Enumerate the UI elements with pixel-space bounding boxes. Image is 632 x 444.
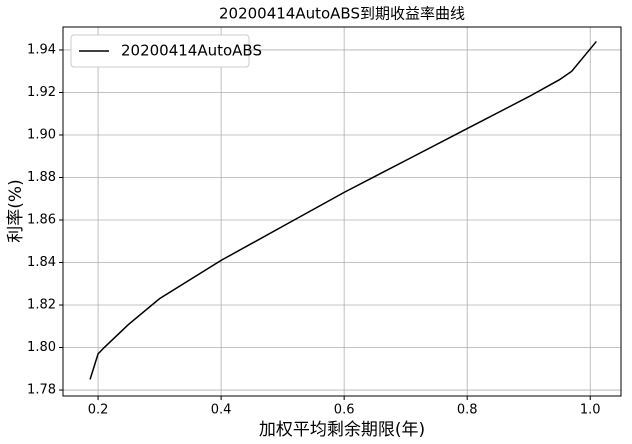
y-tick-label: 1.88 bbox=[27, 170, 56, 185]
y-tick-label: 1.78 bbox=[27, 383, 56, 398]
y-tick-label: 1.82 bbox=[27, 298, 56, 313]
x-tick-label: 0.6 bbox=[334, 403, 355, 418]
x-tick-label: 0.2 bbox=[88, 403, 109, 418]
x-tick-label: 1.0 bbox=[580, 403, 601, 418]
y-tick-label: 1.94 bbox=[27, 42, 56, 57]
y-tick-label: 1.86 bbox=[27, 213, 56, 228]
y-axis-label: 利率(%) bbox=[6, 179, 26, 242]
x-tick-label: 0.8 bbox=[457, 403, 478, 418]
chart-title: 20200414AutoABS到期收益率曲线 bbox=[219, 5, 465, 23]
legend-label: 20200414AutoABS bbox=[121, 42, 262, 60]
y-tick-label: 1.90 bbox=[27, 127, 56, 142]
y-tick-label: 1.92 bbox=[27, 85, 56, 100]
x-tick-label: 0.4 bbox=[211, 403, 232, 418]
plot-frame bbox=[62, 26, 622, 397]
line-series bbox=[89, 40, 597, 380]
x-axis-label: 加权平均剩余期限(年) bbox=[259, 420, 425, 440]
y-tick-label: 1.84 bbox=[27, 255, 56, 270]
legend-box bbox=[70, 34, 250, 68]
y-tick-label: 1.80 bbox=[27, 340, 56, 355]
